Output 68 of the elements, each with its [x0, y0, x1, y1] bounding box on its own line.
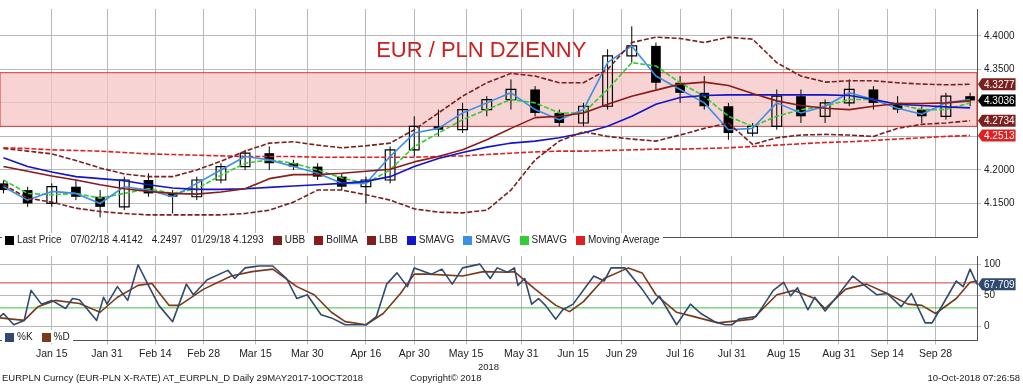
annotation: 4.2513: [984, 129, 1016, 141]
x-tick-label: Aug 15: [767, 346, 801, 359]
x-tick-label: Feb 28: [187, 346, 221, 359]
annotation: 4.3036: [984, 94, 1016, 106]
annotation: 4.2734: [984, 114, 1016, 126]
legend-label: Moving Average: [587, 234, 660, 245]
annotation: 67.709: [984, 278, 1016, 290]
y-tick-label: 4.2000: [984, 163, 1016, 175]
x-tick-label: Jan 15: [36, 346, 68, 359]
candlestick: [771, 88, 783, 131]
x-tick-label: Sep 28: [918, 346, 953, 359]
line-series: [2, 36, 971, 178]
text: EUR / PLN DZIENNY: [376, 37, 587, 63]
text: EURPLN Curncy (EUR-PLN X-RATE) AT_EURPLN_D Daily 29MAY2017-10OCT2018: [2, 372, 364, 383]
x-tick-label: Apr 16: [350, 346, 382, 359]
y-tick-label: 4.4000: [984, 29, 1016, 41]
x-tick-label: Jun 29: [605, 346, 638, 359]
annotation: 07/02/18 4.4142: [70, 234, 143, 245]
annotation: 01/29/18 4.1293: [191, 234, 264, 245]
candlestick: [578, 102, 589, 127]
legend-label: Last Price: [16, 234, 62, 245]
x-tick-label: Feb 14: [139, 346, 172, 359]
candlestick: [384, 145, 396, 184]
legend-label: SMAVG: [530, 234, 567, 245]
candlestick: [626, 25, 638, 64]
legend-label: SMAVG: [417, 234, 455, 245]
text: 10-Oct-2018 07:26:58: [927, 372, 1020, 383]
candlestick: [239, 149, 251, 171]
legend-label: LBB: [377, 234, 398, 245]
y-tick-label: 4.1500: [984, 197, 1016, 209]
y-tick-label: 100: [984, 257, 1002, 269]
y-tick-label: 4.3500: [984, 63, 1016, 75]
y-tick-label: 0: [984, 320, 990, 332]
legend-label: %D: [52, 331, 70, 342]
x-tick-label: May 15: [448, 346, 484, 359]
candlestick: [408, 115, 420, 158]
candlestick: [457, 102, 469, 134]
candlestick: [46, 182, 58, 208]
x-tick-label: Mar 15: [239, 346, 272, 359]
candlestick: [843, 78, 855, 107]
x-tick-label: Apr 30: [398, 346, 430, 359]
x-tick-label: Jul 31: [717, 346, 747, 359]
annotation: 4.2497: [151, 234, 183, 245]
x-tick-label: Mar 30: [290, 346, 324, 359]
x-tick-label: May 31: [504, 346, 539, 359]
line-series: [2, 119, 971, 216]
candlestick: [481, 95, 493, 117]
legend-label: %K: [16, 331, 33, 342]
candlestick: [505, 78, 517, 111]
annotation: 4.3277: [984, 78, 1016, 90]
x-tick-label: Jul 16: [666, 346, 695, 359]
candlestick: [215, 162, 227, 184]
candlestick: [940, 92, 952, 121]
legend-label: UBB: [283, 234, 306, 245]
candlestick: [360, 176, 372, 204]
text: Copyright© 2018: [410, 372, 482, 383]
candlestick: [118, 176, 130, 211]
x-tick-label: Jun 15: [557, 346, 589, 359]
candlestick: [819, 99, 831, 124]
legend-label: SMAVG: [474, 234, 511, 245]
x-tick-label: Aug 31: [822, 346, 856, 359]
legend-label: BollMA: [325, 234, 358, 245]
x-tick-label: Sep 14: [870, 346, 905, 359]
candlestick: [602, 48, 614, 111]
text: 2018: [478, 361, 500, 372]
candlestick: [191, 176, 203, 201]
y-tick-label: 50: [984, 289, 996, 301]
x-tick-label: Jan 31: [91, 346, 123, 359]
